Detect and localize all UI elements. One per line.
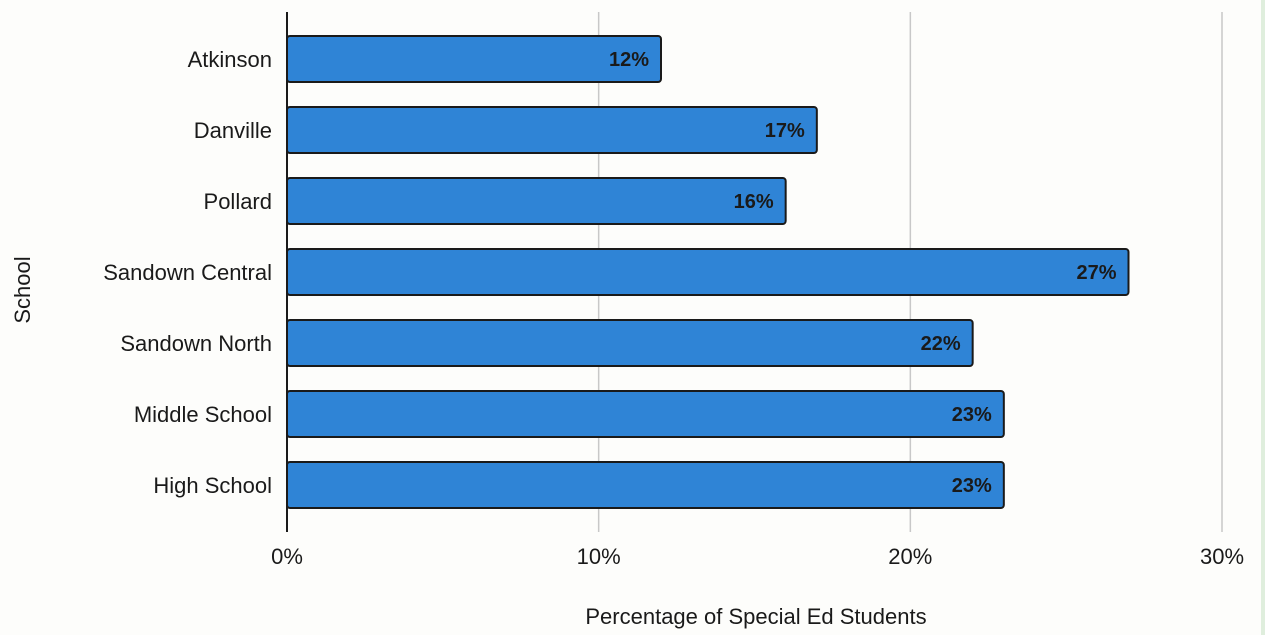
x-tick-label: 10% (577, 544, 621, 569)
bar (286, 319, 974, 367)
y-axis-title: School (10, 256, 35, 323)
data-label: 16% (734, 191, 774, 213)
bar (286, 106, 818, 154)
category-label: Sandown Central (103, 260, 272, 285)
x-axis-title: Percentage of Special Ed Students (585, 604, 926, 629)
category-label-layer: Atkinson Danville Pollard Sandown Central Sa… (103, 47, 272, 498)
category-label: Middle School (134, 402, 272, 427)
bar (286, 35, 662, 83)
bar (286, 461, 1005, 509)
category-label: Atkinson (188, 47, 272, 72)
x-tick-label: 30% (1200, 544, 1244, 569)
x-tick-label: 0% (271, 544, 303, 569)
edge-strip (1261, 0, 1265, 635)
category-label: Sandown North (120, 331, 272, 356)
data-label: 17% (765, 120, 805, 142)
bar (286, 177, 787, 225)
bar-layer: 12% 17% 16% 27% 22% 23% 23% (286, 35, 1130, 509)
x-tick-label-layer: 0% 10% 20% 30% (271, 544, 1244, 569)
data-label: 23% (952, 475, 992, 497)
data-label: 27% (1076, 262, 1116, 284)
category-label: High School (153, 473, 272, 498)
data-label: 22% (921, 333, 961, 355)
data-label: 23% (952, 404, 992, 426)
data-label: 12% (609, 49, 649, 71)
bar (286, 248, 1130, 296)
bar (286, 390, 1005, 438)
category-label: Danville (194, 118, 272, 143)
x-tick-label: 20% (888, 544, 932, 569)
category-label: Pollard (204, 189, 272, 214)
